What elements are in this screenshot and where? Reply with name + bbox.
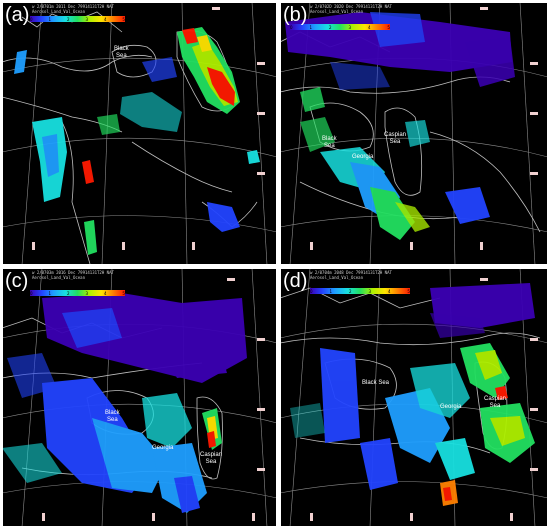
colorbar-tick-label: 0 bbox=[30, 16, 33, 22]
colorbar-tick-label: 1 bbox=[329, 288, 333, 294]
sea-label-black-c: Black Sea bbox=[105, 410, 120, 423]
aerosol-retrievals-a bbox=[14, 27, 260, 255]
header-text-b: w 2/0702D 2020 Dec 79914131T2H NAT Aeroso… bbox=[310, 4, 392, 14]
country-label-georgia-d: Georgia bbox=[440, 404, 462, 410]
map-panel-a: w 2/0701m 2011 Dec 79914131T2H NAT Aeroso… bbox=[2, 2, 277, 265]
sea-label-black-a: Black Sea bbox=[114, 46, 129, 59]
map-b-graphics bbox=[280, 2, 548, 265]
colorbar-tick-label: 4 bbox=[103, 290, 107, 296]
panel-label-c: (c) bbox=[5, 270, 29, 292]
aerosol-retrievals-c bbox=[2, 293, 247, 513]
colorbar-tick-label: 4 bbox=[103, 16, 107, 22]
colorbar-tick-label: 2 bbox=[328, 24, 332, 30]
panel-label-a: (a) bbox=[5, 4, 30, 26]
colorbar-tick-label: 2 bbox=[66, 290, 70, 296]
colorbar-tick-label: 1 bbox=[48, 16, 52, 22]
colorbar-tick-label: 1 bbox=[309, 24, 313, 30]
header-text-d: w 2/0704m 2048 Dec 79914131T2H NAT Aeroso… bbox=[310, 270, 392, 280]
panel-label-d: (d) bbox=[283, 270, 308, 292]
colorbar-tick-label: 4 bbox=[367, 24, 371, 30]
colorbar-a bbox=[30, 16, 125, 22]
sea-label-caspian-d: Caspian Sea bbox=[484, 396, 507, 409]
map-d-graphics bbox=[280, 268, 548, 527]
header-text-c: w 2/0703m 2016 Dec 79914131T2H NAT Aeroso… bbox=[32, 270, 114, 280]
colorbar-b bbox=[290, 24, 390, 30]
colorbar-tick-label: 2 bbox=[348, 288, 352, 294]
colorbar-ticks: 0 1 2 3 4 5 bbox=[30, 291, 125, 296]
country-label-georgia-c: Georgia bbox=[152, 445, 174, 451]
colorbar-tick-label: 3 bbox=[85, 16, 88, 22]
colorbar-ticks: 0 1 2 3 4 5 bbox=[30, 17, 125, 22]
colorbar-tick-label: 3 bbox=[85, 290, 88, 296]
sea-label-black-b: Black Sea bbox=[322, 136, 337, 149]
sea-label-caspian-b: Caspian Sea bbox=[384, 132, 407, 145]
map-panel-d: w 2/0704m 2048 Dec 79914131T2H NAT Aeroso… bbox=[280, 268, 548, 527]
sea-label-black-d: Black Sea bbox=[362, 380, 390, 386]
country-label-georgia-b: Georgia bbox=[352, 154, 374, 160]
sea-label-caspian-c: Caspian Sea bbox=[200, 452, 223, 465]
header-text-a: w 2/0701m 2011 Dec 79914131T2H NAT Aeroso… bbox=[32, 4, 114, 14]
panel-label-b: (b) bbox=[283, 4, 308, 26]
colorbar-tick-label: 5 bbox=[122, 16, 125, 22]
aerosol-retrievals-b bbox=[285, 12, 515, 240]
map-panel-b: w 2/0702D 2020 Dec 79914131T2H NAT Aeroso… bbox=[280, 2, 548, 265]
map-panel-c: w 2/0703m 2016 Dec 79914131T2H NAT Aeroso… bbox=[2, 268, 277, 527]
colorbar-tick-label: 5 bbox=[387, 24, 390, 30]
colorbar-tick-label: 5 bbox=[407, 288, 410, 294]
colorbar-tick-label: 1 bbox=[48, 290, 52, 296]
colorbar-tick-label: 0 bbox=[30, 290, 33, 296]
colorbar-tick-label: 5 bbox=[122, 290, 125, 296]
colorbar-tick-label: 2 bbox=[66, 16, 70, 22]
aerosol-retrievals-d bbox=[290, 283, 535, 506]
colorbar-tick-label: 0 bbox=[290, 24, 293, 30]
colorbar-tick-label: 3 bbox=[368, 288, 371, 294]
map-a-graphics bbox=[2, 2, 277, 265]
colorbar-tick-label: 3 bbox=[348, 24, 351, 30]
colorbar-d bbox=[310, 288, 410, 294]
colorbar-ticks: 0 1 2 3 4 5 bbox=[310, 289, 410, 294]
colorbar-ticks: 0 1 2 3 4 5 bbox=[290, 25, 390, 30]
colorbar-c bbox=[30, 290, 125, 296]
colorbar-tick-label: 0 bbox=[310, 288, 313, 294]
map-c-graphics bbox=[2, 268, 277, 527]
colorbar-tick-label: 4 bbox=[387, 288, 391, 294]
